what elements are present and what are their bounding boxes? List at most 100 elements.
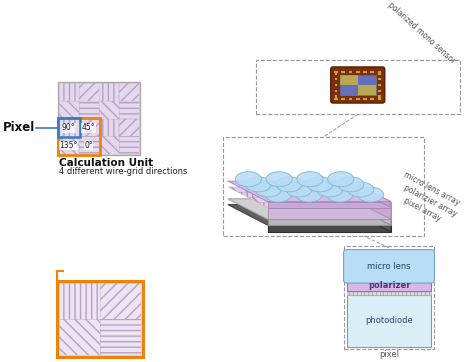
Text: Pixel: Pixel [2,121,35,134]
Bar [100,283,141,319]
Bar [335,96,337,98]
Bar [341,98,345,100]
Ellipse shape [245,177,271,192]
Bar [356,71,360,73]
Bar [79,83,99,101]
Bar [335,84,337,86]
Bar [348,98,352,100]
Bar [256,60,460,114]
Ellipse shape [266,172,292,187]
Bar [100,319,141,355]
Bar [79,119,99,136]
Bar [99,136,119,154]
Text: Calculation Unit: Calculation Unit [59,158,154,168]
Bar [344,246,435,349]
Polygon shape [269,192,310,197]
Polygon shape [228,205,391,225]
Polygon shape [228,187,269,192]
Text: polarizier array: polarizier array [402,183,459,219]
Bar [99,136,119,154]
Bar [59,136,79,154]
Bar [340,75,358,85]
Bar [119,136,139,154]
Bar [341,71,345,73]
Text: 45°: 45° [82,123,95,132]
Polygon shape [268,202,391,207]
Text: 90°: 90° [62,123,75,132]
Polygon shape [258,202,299,207]
Bar [378,71,382,73]
Bar [347,280,431,291]
Polygon shape [351,205,391,232]
Polygon shape [300,192,340,197]
Bar [347,291,431,295]
Text: micro lens array: micro lens array [402,171,462,208]
Bar [356,98,360,100]
Bar [79,101,99,119]
Ellipse shape [328,172,354,187]
Polygon shape [268,207,391,219]
Bar [223,136,424,236]
Text: 0°: 0° [84,141,93,150]
Bar [335,72,337,75]
Bar [335,90,337,92]
Bar [99,83,119,101]
Polygon shape [238,192,279,197]
Polygon shape [350,202,391,207]
Bar [100,283,141,319]
Bar [363,71,367,73]
Bar [358,75,376,85]
Bar [59,136,79,154]
Bar [363,98,367,100]
Bar [99,101,119,119]
Polygon shape [290,187,330,192]
Bar [59,83,79,101]
Bar [334,71,338,73]
FancyBboxPatch shape [344,249,435,283]
Bar [335,78,337,80]
Text: pixel array: pixel array [402,195,443,223]
Ellipse shape [327,187,353,202]
Text: photodiode: photodiode [365,316,413,325]
Ellipse shape [307,177,333,192]
Ellipse shape [337,177,364,192]
Ellipse shape [347,182,374,197]
Bar [370,71,374,73]
Polygon shape [340,197,381,202]
Bar [57,281,143,357]
Bar [378,96,381,98]
Bar [59,319,100,355]
Bar [100,319,141,355]
Polygon shape [351,199,391,225]
Polygon shape [248,197,289,202]
Ellipse shape [276,177,302,192]
Ellipse shape [296,187,322,202]
Bar [99,101,119,119]
FancyBboxPatch shape [331,67,385,103]
Bar [79,119,99,136]
Bar [378,78,381,80]
Bar [378,90,381,92]
Text: 4 different wire-grid directions: 4 different wire-grid directions [59,167,188,176]
Polygon shape [279,197,319,202]
Bar [59,101,79,119]
Bar [348,71,352,73]
Polygon shape [351,187,391,219]
Polygon shape [268,219,391,225]
Polygon shape [320,187,361,192]
Bar [334,98,338,100]
Bar [119,101,139,119]
Ellipse shape [286,182,312,197]
Bar [378,84,381,86]
Bar [58,83,140,155]
Text: polarized mono sensor: polarized mono sensor [386,1,457,66]
Bar [59,119,79,136]
Polygon shape [268,225,391,232]
Bar [99,119,119,136]
Bar [99,83,119,101]
Text: polarizer: polarizer [368,281,410,290]
Bar [340,85,358,95]
Bar [59,319,100,355]
Bar [119,119,139,136]
Ellipse shape [235,172,261,187]
